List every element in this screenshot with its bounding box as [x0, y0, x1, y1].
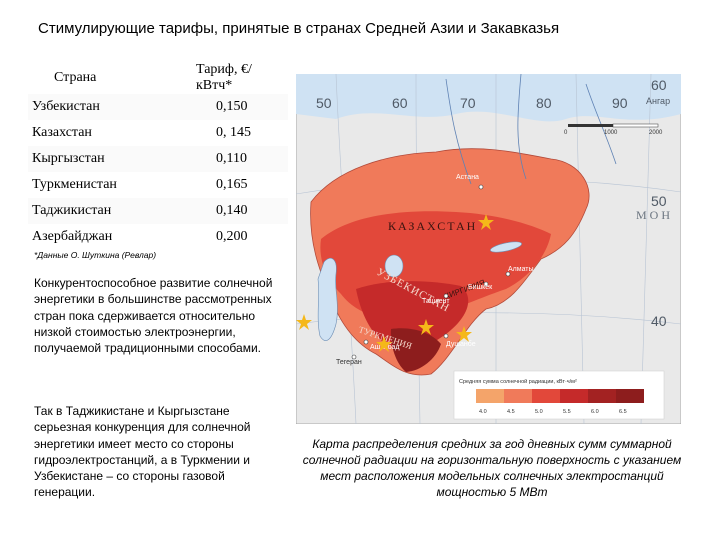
legend-value: 4.5 [507, 409, 515, 415]
country-cell: Казахстан [32, 125, 92, 140]
longitude-label-80: 80 [536, 95, 552, 111]
legend-swatch [476, 389, 504, 403]
legend-swatch [504, 389, 532, 403]
balkhash-lake [490, 241, 522, 253]
legend-swatch [532, 389, 560, 403]
slide-title: Стимулирующие тарифы, принятые в странах… [38, 20, 560, 37]
legend-value: 6.5 [619, 409, 627, 415]
aral-sea [384, 254, 404, 278]
solar-plant-star [376, 336, 392, 352]
legend-value: 4.0 [479, 409, 487, 415]
country-cell: Узбекистан [28, 94, 178, 120]
longitude-label-50: 50 [316, 95, 332, 111]
solar-plant-star [418, 319, 434, 335]
city-label-bishkek: Бишкек [468, 284, 493, 291]
tariff-cell: 0, 145 [216, 125, 251, 140]
column-header-country: Страна [54, 70, 97, 85]
place-label-angara: Ангар [646, 96, 670, 106]
solar-plant-stars [296, 214, 494, 352]
paragraph-competition: Так в Таджикистане и Кыргызстане серьезн… [34, 404, 251, 500]
graticule-labels: 50 60 70 80 90 60 50 40 [316, 77, 667, 329]
city-label-tashkent: Ташкент [422, 298, 450, 305]
legend-value: 5.5 [563, 409, 571, 415]
table-row: Азербайджан 0,200 [28, 224, 288, 250]
paragraph-competitiveness: Конкурентоспособное развитие солнечной э… [34, 276, 273, 356]
legend-swatch [560, 389, 588, 403]
table-row: Кыргызстан 0,110 [28, 146, 288, 172]
solar-plant-star [296, 314, 312, 330]
city-label-dushanbe: Душанбе [446, 340, 476, 348]
longitude-label-90: 90 [612, 95, 628, 111]
country-cell: Азербайджан [32, 229, 113, 244]
city-marker-tehran [351, 354, 357, 360]
column-header-tariff: Тариф, €/кВтч* [196, 62, 252, 93]
map-caption: Карта распределения средних за год дневн… [302, 437, 682, 499]
table-row: Туркменистан 0,165 [28, 172, 288, 198]
country-label-kazakhstan: КАЗАХСТАН [388, 219, 477, 233]
radiation-zone-dark [356, 281, 469, 350]
city-marker-almaty [505, 271, 511, 277]
city-marker-bishkek [483, 281, 489, 287]
caspian-sea [317, 258, 338, 341]
scale-label-1000: 1000 [604, 130, 618, 136]
legend-swatch [616, 389, 644, 403]
scale-bar: 0 1000 2000 [564, 123, 663, 136]
table-row: Узбекистан 0,150 [28, 94, 288, 120]
map-legend: Средняя сумма солнечной радиации, кВт·ч/… [453, 370, 665, 420]
city-label-astana: Астана [456, 174, 479, 181]
solar-plant-star [478, 214, 494, 230]
tariff-cell: 0,140 [178, 198, 288, 224]
scale-label-0: 0 [564, 130, 568, 136]
city-marker-ashgabat [363, 339, 369, 345]
latitude-label-60: 60 [651, 77, 667, 93]
north-sea [296, 74, 681, 122]
solar-plant-star [456, 326, 472, 342]
legend-value: 5.0 [535, 409, 543, 415]
city-marker-dushanbe [443, 333, 449, 339]
tariff-cell: 0,110 [178, 146, 288, 172]
tariff-cell: 0,150 [178, 94, 288, 120]
longitude-label-60: 60 [392, 95, 408, 111]
tariff-cell: 0,200 [216, 229, 248, 244]
city-label-tehran: Тегеран [336, 359, 362, 366]
source-note: *Данные О. Шуткина (Ревлар) [34, 250, 157, 260]
legend-value: 6.0 [591, 409, 599, 415]
tariff-table: Страна Тариф, €/кВтч* Узбекистан 0,150 К… [28, 62, 288, 250]
longitude-label-70: 70 [460, 95, 476, 111]
latitude-label-40: 40 [651, 313, 667, 329]
city-marker-astana [478, 184, 484, 190]
legend-swatch [588, 389, 616, 403]
latitude-label-50: 50 [651, 193, 667, 209]
city-marker-tashkent [443, 293, 449, 299]
country-label-mongolia: МОН [636, 208, 673, 222]
scale-label-2000: 2000 [649, 130, 663, 136]
solar-radiation-map: 50 60 70 80 90 60 50 40 КАЗАХСТАН УЗБЕКИ… [296, 74, 681, 424]
legend-title: Средняя сумма солнечной радиации, кВт·ч/… [459, 378, 577, 385]
country-cell: Таджикистан [28, 198, 178, 224]
table-row: Таджикистан 0,140 [28, 198, 288, 224]
table-row: Казахстан 0, 145 [28, 120, 288, 146]
radiation-zone-darkest [390, 328, 441, 372]
city-label-almaty: Алматы [508, 266, 534, 273]
tariff-cell: 0,165 [216, 177, 248, 192]
table-header-row: Страна Тариф, €/кВтч* [28, 62, 288, 94]
city-markers [351, 184, 511, 360]
country-cell: Туркменистан [32, 177, 117, 192]
country-cell: Кыргызстан [28, 146, 178, 172]
